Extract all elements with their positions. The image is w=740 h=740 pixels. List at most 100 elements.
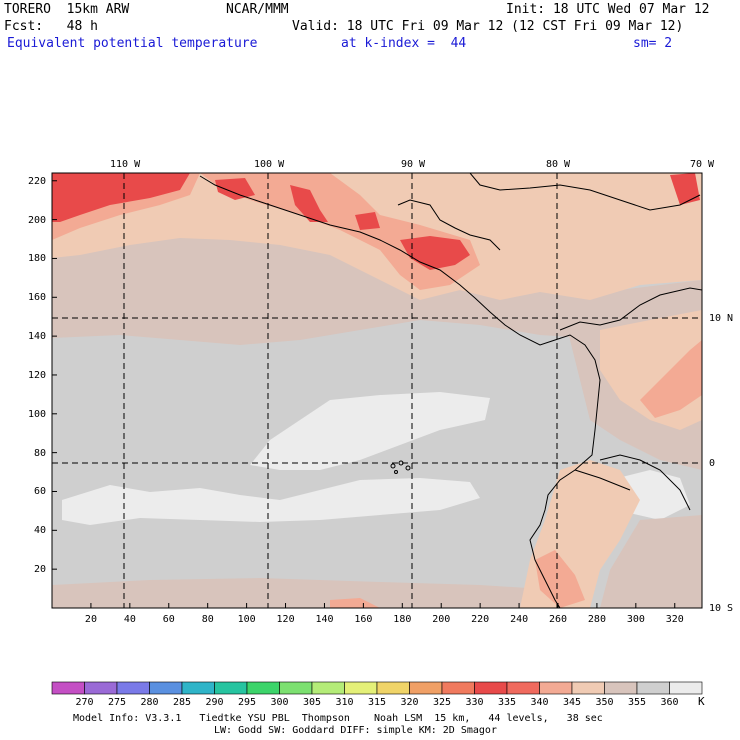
- field-350-patch: [52, 578, 560, 608]
- legend-label: 310: [335, 697, 354, 708]
- y-tick-label: 20: [34, 564, 47, 576]
- legend-label: 275: [107, 697, 127, 708]
- legend-swatch: [474, 681, 508, 695]
- x-tick-label: 240: [510, 614, 529, 625]
- legend-label: 290: [205, 697, 224, 708]
- legend-swatch: [571, 681, 605, 695]
- legend-swatch: [51, 681, 85, 695]
- x-tick-label: 200: [432, 614, 451, 625]
- field-330-zone: [52, 173, 190, 222]
- legend-swatch: [506, 681, 540, 695]
- lat-label: 10 S: [709, 603, 734, 614]
- legend-swatch: [311, 681, 345, 695]
- legend-swatch: [441, 681, 475, 695]
- legend-swatch: [149, 681, 183, 695]
- lon-label: 100 W: [254, 159, 285, 170]
- valid-time: Valid: 18 UTC Fri 09 Mar 12 (12 CST Fri …: [292, 19, 684, 34]
- legend-label: 350: [595, 697, 614, 708]
- legend-swatch: [344, 681, 378, 695]
- legend-label: 325: [432, 697, 452, 708]
- x-tick-marks: [90, 603, 676, 608]
- field-340-zone: [200, 173, 480, 290]
- lat-label: 10 N: [709, 313, 734, 324]
- legend-label: 280: [140, 697, 159, 708]
- level-index: at k-index = 44: [341, 36, 467, 51]
- x-tick-label: 20: [84, 614, 97, 625]
- x-tick-label: 40: [123, 614, 136, 625]
- center-title: NCAR/MMM: [226, 2, 289, 17]
- y-tick-label: 60: [34, 486, 47, 498]
- legend-swatch: [636, 681, 670, 695]
- field-330-zone: [215, 178, 255, 200]
- legend-label: 300: [270, 697, 289, 708]
- field-340-zone: [330, 598, 380, 608]
- field-330-zone: [670, 173, 700, 205]
- legend-unit: K: [698, 695, 705, 708]
- legend-label: 320: [400, 697, 419, 708]
- legend-label: 345: [562, 697, 582, 708]
- y-tick-label: 160: [28, 292, 47, 304]
- y-tick-label: 100: [28, 408, 47, 420]
- model-title: TORERO 15km ARW: [4, 2, 130, 17]
- model-info: Model Info: V3.3.1 Tiedtke YSU PBL Thomp…: [73, 713, 603, 724]
- y-tick-label: 180: [28, 253, 47, 265]
- legend-swatch: [116, 681, 150, 695]
- legend-swatch: [279, 681, 313, 695]
- legend-label: 315: [367, 697, 387, 708]
- field-350-patch: [52, 225, 702, 345]
- field-360-patch: [62, 478, 480, 525]
- legend-label: 330: [465, 697, 484, 708]
- legend-label: 335: [497, 697, 517, 708]
- legend-label: 305: [302, 697, 322, 708]
- smoothing: sm= 2: [633, 36, 673, 51]
- y-tick-marks: [52, 180, 57, 570]
- legend-label: 355: [627, 697, 647, 708]
- y-tick-label: 200: [28, 214, 47, 226]
- legend-label: 340: [530, 697, 549, 708]
- field-340-zone: [535, 550, 585, 608]
- forecast-hour: Fcst: 48 h: [4, 19, 98, 34]
- graticule: [52, 173, 702, 608]
- shaded-field: [52, 173, 702, 608]
- field-340-zone: [640, 340, 702, 418]
- field-330-zone: [355, 212, 380, 230]
- y-tick-label: 220: [28, 175, 47, 187]
- init-time: Init: 18 UTC Wed 07 Mar 12: [506, 2, 710, 17]
- legend-swatch: [604, 681, 638, 695]
- field-330-zone: [400, 236, 470, 270]
- legend-label: 295: [237, 697, 257, 708]
- legend-swatch: [84, 681, 118, 695]
- x-tick-label: 60: [162, 614, 175, 625]
- x-tick-label: 160: [354, 614, 373, 625]
- lon-label: 90 W: [401, 159, 426, 170]
- physics-info: LW: Godd SW: Goddard DIFF: simple KM: 2D…: [214, 725, 497, 736]
- x-tick-label: 140: [315, 614, 334, 625]
- y-tick-label: 120: [28, 369, 47, 381]
- x-tick-label: 180: [393, 614, 412, 625]
- legend-swatch: [409, 681, 443, 695]
- lat-label: 0: [709, 458, 716, 469]
- legend-swatch: [669, 681, 703, 695]
- y-tick-label: 80: [34, 447, 47, 459]
- field-350-patch: [600, 515, 702, 608]
- field-360-patch: [250, 392, 490, 470]
- field-name: Equivalent potential temperature: [7, 36, 258, 51]
- map-frame: [51, 172, 703, 609]
- legend-swatch: [181, 681, 215, 695]
- y-tick-label: 40: [34, 525, 47, 537]
- x-tick-label: 300: [626, 614, 645, 625]
- x-tick-label: 220: [471, 614, 490, 625]
- x-tick-label: 260: [548, 614, 568, 625]
- legend-colorbar: [51, 681, 703, 695]
- y-tick-label: 140: [28, 331, 47, 343]
- legend-label: 360: [660, 697, 679, 708]
- legend-swatch: [246, 681, 280, 695]
- legend-label: 270: [75, 697, 94, 708]
- x-tick-label: 120: [276, 614, 295, 625]
- x-tick-label: 100: [237, 614, 256, 625]
- lon-label: 70 W: [690, 159, 715, 170]
- lon-label: 80 W: [546, 159, 571, 170]
- legend-swatch: [539, 681, 573, 695]
- lon-label: 110 W: [110, 159, 141, 170]
